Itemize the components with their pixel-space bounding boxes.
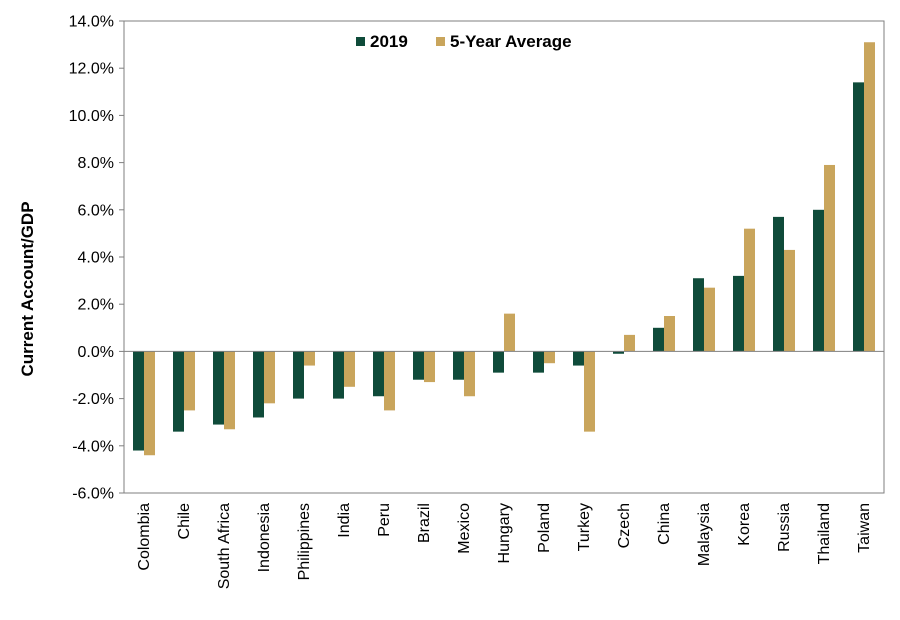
- bar-series2-malaysia: [704, 287, 715, 352]
- bar-series1-peru: [373, 351, 384, 397]
- bar-series1-malaysia: [693, 278, 704, 352]
- bar-series2-turkey: [584, 351, 595, 432]
- bar-series1-taiwan: [853, 82, 864, 352]
- bar-series1-south-africa: [213, 351, 224, 425]
- x-tick-label: India: [336, 503, 353, 538]
- y-tick-label: -2.0%: [72, 391, 114, 408]
- bar-series2-colombia: [144, 351, 155, 456]
- bar-series1-poland: [533, 351, 544, 373]
- x-tick-label: Malaysia: [696, 503, 713, 566]
- x-tick-label: Czech: [616, 503, 633, 548]
- y-tick-label: 10.0%: [69, 108, 114, 125]
- y-tick-label: 6.0%: [78, 202, 114, 219]
- x-tick-label: Peru: [376, 503, 393, 537]
- x-tick-label: Turkey: [576, 503, 593, 551]
- y-tick-label: -4.0%: [72, 438, 114, 455]
- bar-series2-south-africa: [224, 351, 235, 430]
- bar-series2-taiwan: [864, 42, 875, 352]
- y-tick-label: 8.0%: [78, 155, 114, 172]
- bar-series2-russia: [784, 249, 795, 352]
- bar-series2-hungary: [504, 313, 515, 352]
- bar-series1-philippines: [293, 351, 304, 399]
- bar-series1-colombia: [133, 351, 144, 451]
- x-tick-label: Russia: [776, 503, 793, 552]
- legend: 2019 5-Year Average: [356, 32, 572, 51]
- bar-series2-korea: [744, 228, 755, 352]
- y-tick-label: 4.0%: [78, 250, 114, 267]
- legend-swatch-1: [356, 37, 365, 46]
- y-tick-label: 12.0%: [69, 61, 114, 78]
- bar-series2-peru: [384, 351, 395, 411]
- bar-series2-brazil: [424, 351, 435, 383]
- bar-series2-china: [664, 316, 675, 352]
- x-tick-label: Philippines: [296, 503, 313, 580]
- plot-area: -6.0% -4.0% -2.0% 0.0% 2.0% 4.0% 6.0% 8.0% 10.0%…: [69, 14, 885, 589]
- legend-label-2: 5-Year Average: [450, 32, 572, 51]
- bar-series2-poland: [544, 351, 555, 364]
- bar-series1-mexico: [453, 351, 464, 380]
- x-tick-label: Brazil: [416, 503, 433, 543]
- plot-frame: [123, 20, 885, 494]
- y-tick-label: 0.0%: [78, 344, 114, 361]
- x-tick-label: Hungary: [496, 503, 513, 563]
- bar-series1-chile: [173, 351, 184, 432]
- x-tick-label: Korea: [736, 503, 753, 546]
- bar-series1-hungary: [493, 351, 504, 373]
- y-tick-label: 2.0%: [78, 297, 114, 314]
- bar-series1-china: [653, 327, 664, 352]
- x-tick-label: Mexico: [456, 503, 473, 554]
- x-tick-label: Indonesia: [256, 503, 273, 572]
- bar-series1-russia: [773, 216, 784, 352]
- bar-series2-thailand: [824, 164, 835, 352]
- bar-series2-czech: [624, 334, 635, 352]
- x-tick-label: Colombia: [136, 503, 153, 571]
- legend-label-1: 2019: [370, 32, 408, 51]
- bar-series1-indonesia: [253, 351, 264, 418]
- x-tick-label: Poland: [536, 503, 553, 553]
- bar-series1-brazil: [413, 351, 424, 380]
- y-axis-title: Current Account/GDP: [18, 201, 37, 376]
- bar-series1-korea: [733, 275, 744, 352]
- bar-series2-chile: [184, 351, 195, 411]
- bar-series2-india: [344, 351, 355, 387]
- x-tick-label: China: [656, 503, 673, 545]
- x-tick-label: Thailand: [816, 503, 833, 564]
- bar-series1-thailand: [813, 209, 824, 352]
- bar-series1-turkey: [573, 351, 584, 366]
- bar-series2-indonesia: [264, 351, 275, 404]
- x-tick-label: Taiwan: [856, 503, 873, 553]
- x-tick-label: South Africa: [216, 503, 233, 589]
- bar-series2-mexico: [464, 351, 475, 397]
- bar-series1-czech: [613, 351, 624, 354]
- y-tick-label: 14.0%: [69, 14, 114, 31]
- legend-swatch-2: [436, 37, 445, 46]
- y-tick-label: -6.0%: [72, 486, 114, 503]
- bar-series2-philippines: [304, 351, 315, 366]
- bar-series1-india: [333, 351, 344, 399]
- x-tick-label: Chile: [176, 503, 193, 540]
